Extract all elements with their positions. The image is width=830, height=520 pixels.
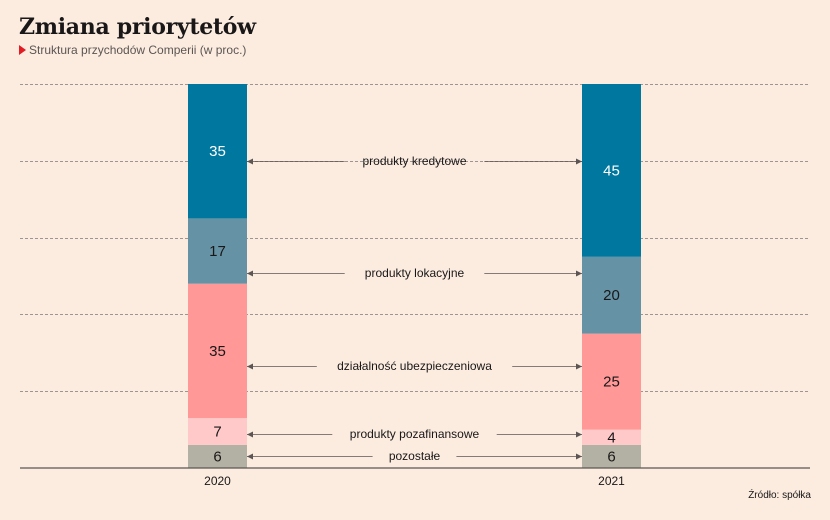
bar-segment (188, 418, 247, 445)
bar-segment (582, 84, 641, 257)
arrow-right-icon (576, 431, 582, 438)
x-tick-label: 2021 (598, 474, 625, 488)
arrow-right-icon (576, 363, 582, 370)
data-label: 35 (209, 143, 226, 160)
data-label: 6 (607, 448, 615, 465)
subtitle-marker-icon (19, 45, 26, 55)
bar-segment (582, 333, 641, 430)
data-label: 4 (607, 429, 615, 446)
arrow-left-icon (247, 158, 253, 165)
chart-subtitle: Struktura przychodów Comperii (w proc.) (29, 43, 247, 57)
data-label: 6 (213, 448, 221, 465)
arrow-right-icon (576, 158, 582, 165)
series-label: pozostałe (389, 449, 441, 463)
source-note: Źródło: spółka (748, 490, 811, 501)
bar-segment (188, 218, 247, 284)
bar-segment (582, 444, 641, 468)
data-label: 17 (209, 243, 226, 260)
arrow-right-icon (576, 453, 582, 460)
bar-segment (188, 444, 247, 468)
x-tick-label: 2020 (204, 474, 231, 488)
data-label: 25 (603, 374, 620, 391)
bar-segment (582, 429, 641, 445)
data-label: 35 (209, 343, 226, 360)
series-label: produkty lokacyjne (365, 266, 465, 280)
bar-segment (188, 84, 247, 219)
arrow-left-icon (247, 363, 253, 370)
bar-segment (188, 283, 247, 419)
arrow-left-icon (247, 453, 253, 460)
bar-segment (582, 256, 641, 334)
arrow-right-icon (576, 270, 582, 277)
data-label: 45 (603, 162, 620, 179)
chart-subtitle-row: Struktura przychodów Comperii (w proc.) (19, 43, 246, 57)
arrow-left-icon (247, 270, 253, 277)
series-label: produkty kredytowe (362, 154, 466, 168)
arrow-left-icon (247, 431, 253, 438)
series-label: produkty pozafinansowe (350, 427, 480, 441)
chart-title: Zmiana priorytetów (19, 14, 256, 40)
data-label: 7 (213, 424, 221, 441)
series-label: działalność ubezpieczeniowa (337, 359, 492, 373)
data-label: 20 (603, 287, 620, 304)
